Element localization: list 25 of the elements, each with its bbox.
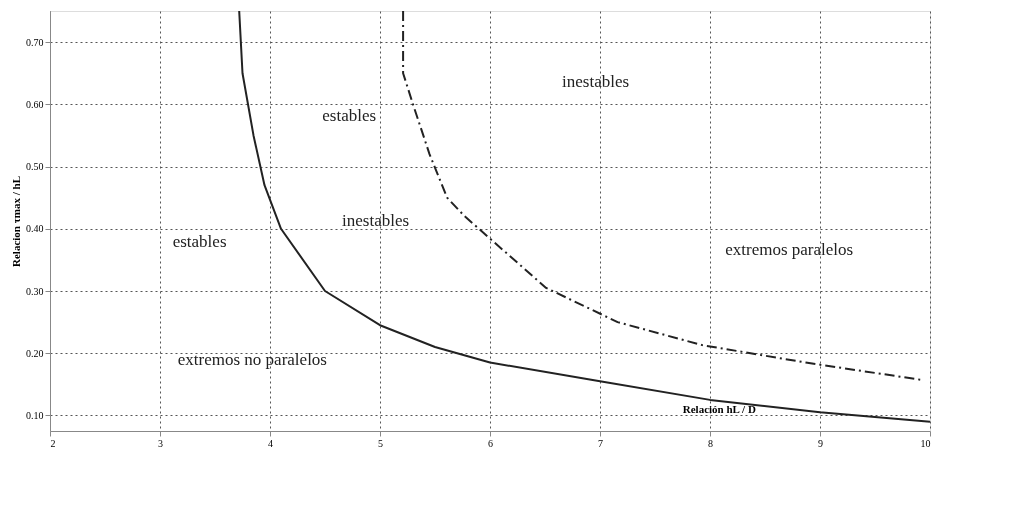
y-tick-label: 0.50 (26, 161, 44, 173)
x-tick-label: 3 (158, 437, 163, 449)
x-tick-label: 4 (268, 437, 273, 449)
x-tick-label: 7 (598, 437, 603, 449)
annotation: estables (322, 106, 377, 125)
y-tick-label: 0.60 (26, 98, 44, 110)
annotation: estables (172, 232, 227, 251)
y-tick-label: 0.10 (26, 409, 44, 421)
x-tick-label: 9 (818, 437, 823, 449)
y-axis-title: Relacion τmax / hL (10, 176, 22, 267)
annotation: extremos paralelos (725, 240, 854, 260)
y-tick-label: 0.30 (26, 285, 44, 297)
x-tick-label: 8 (708, 437, 713, 449)
line-series (238, 10, 931, 423)
x-tick-label: 10 (920, 437, 931, 449)
x-tick-label: 5 (378, 437, 383, 449)
x-axis-title: Relación hL / D (682, 402, 756, 415)
annotation: extremos no paralelos (177, 349, 327, 369)
y-tick-label: 0.70 (26, 36, 44, 48)
y-tick-label: 0.40 (26, 223, 44, 235)
x-tick-label: 2 (50, 437, 56, 449)
annotation: inestables (342, 211, 410, 230)
x-tick-label: 6 (488, 437, 493, 449)
annotation: inestables (562, 72, 630, 92)
y-tick-label: 0.20 (26, 347, 44, 359)
